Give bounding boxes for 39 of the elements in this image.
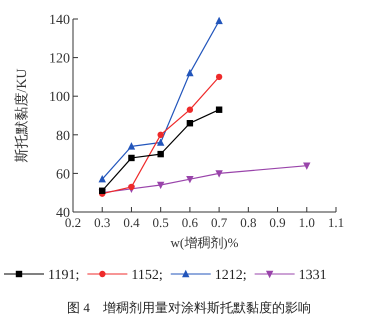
- point: [215, 170, 223, 178]
- x-tick-label: 0.5: [152, 215, 169, 230]
- y-axis-title: 斯托默黏度/KU: [14, 68, 30, 163]
- legend-label: 1331: [298, 268, 327, 283]
- x-tick-label: 1.0: [298, 215, 315, 230]
- legend-label: 1152;: [131, 268, 163, 283]
- x-tick-label: 0.7: [210, 215, 228, 230]
- point: [157, 150, 164, 158]
- point: [128, 142, 136, 150]
- x-tick-label: 0.8: [240, 215, 256, 230]
- point: [186, 176, 194, 184]
- x-tick-label: 0.9: [269, 215, 286, 230]
- y-tick-label: 80: [56, 128, 70, 144]
- legend-label: 1191;: [48, 268, 80, 283]
- text: 图 4 增稠剂用量对涂料斯托默黏度的影响: [67, 300, 311, 315]
- point: [215, 16, 223, 24]
- point: [216, 74, 222, 80]
- x-axis-title: w(增稠剂)%: [170, 235, 239, 250]
- point: [303, 162, 310, 170]
- x-tick-label: 0.3: [94, 215, 110, 230]
- x-tick-label: 0.4: [123, 215, 140, 230]
- point: [186, 120, 194, 126]
- point: [99, 188, 106, 194]
- point: [156, 138, 164, 146]
- y-tick-label: 140: [49, 13, 70, 28]
- x-tick-label: 1.1: [328, 215, 344, 230]
- x-tick-label: 0.6: [182, 215, 199, 230]
- point: [128, 184, 135, 190]
- point: [186, 106, 194, 113]
- legend-label: 1212;: [214, 268, 247, 283]
- point: [186, 68, 194, 76]
- y-tick-label: 120: [49, 52, 70, 67]
- point: [156, 182, 164, 190]
- point: [216, 106, 222, 113]
- y-tick-label: 100: [49, 90, 70, 106]
- point: [128, 154, 135, 162]
- point: [157, 132, 164, 138]
- y-tick-label: 60: [56, 167, 70, 182]
- point: [98, 174, 106, 182]
